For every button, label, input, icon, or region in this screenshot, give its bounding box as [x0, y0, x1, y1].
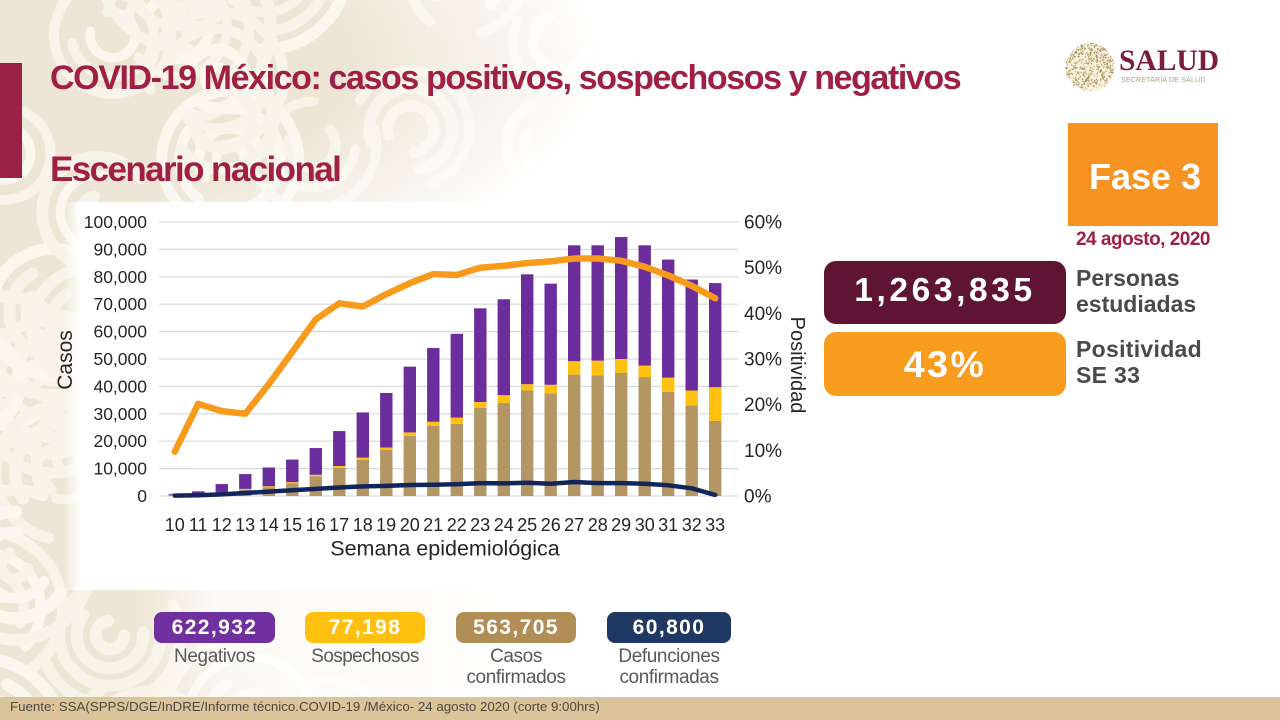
svg-text:19: 19	[376, 515, 396, 535]
svg-text:10: 10	[165, 515, 185, 535]
svg-text:28: 28	[588, 515, 608, 535]
svg-text:33: 33	[705, 515, 725, 535]
svg-text:25: 25	[517, 515, 537, 535]
svg-text:12: 12	[212, 515, 232, 535]
svg-text:0: 0	[137, 486, 147, 506]
svg-text:14: 14	[259, 515, 279, 535]
svg-text:17: 17	[329, 515, 349, 535]
svg-text:22: 22	[447, 515, 467, 535]
svg-text:21: 21	[423, 515, 443, 535]
svg-text:30%: 30%	[744, 350, 782, 371]
svg-text:20%: 20%	[744, 395, 782, 416]
svg-text:18: 18	[353, 515, 373, 535]
svg-text:60,000: 60,000	[93, 322, 147, 342]
svg-text:13: 13	[235, 515, 255, 535]
svg-text:20: 20	[400, 515, 420, 535]
svg-text:50%: 50%	[744, 258, 782, 279]
svg-text:10,000: 10,000	[93, 459, 147, 479]
svg-text:16: 16	[306, 515, 326, 535]
svg-text:40,000: 40,000	[93, 376, 147, 396]
svg-text:Casos: Casos	[54, 330, 77, 390]
svg-text:50,000: 50,000	[93, 349, 147, 369]
svg-text:27: 27	[564, 515, 584, 535]
svg-text:24: 24	[494, 515, 514, 535]
svg-text:80,000: 80,000	[93, 267, 147, 287]
svg-text:32: 32	[682, 515, 702, 535]
svg-text:30: 30	[635, 515, 655, 535]
svg-text:15: 15	[282, 515, 302, 535]
svg-text:0%: 0%	[744, 487, 772, 508]
svg-text:31: 31	[658, 515, 678, 535]
svg-text:23: 23	[470, 515, 490, 535]
svg-text:Semana epidemiológica: Semana epidemiológica	[330, 537, 560, 561]
svg-text:10%: 10%	[744, 441, 782, 462]
svg-text:26: 26	[541, 515, 561, 535]
svg-text:60%: 60%	[744, 213, 782, 234]
svg-text:100,000: 100,000	[84, 212, 148, 232]
svg-text:30,000: 30,000	[93, 404, 147, 424]
svg-text:40%: 40%	[744, 304, 782, 325]
svg-text:70,000: 70,000	[93, 294, 147, 314]
svg-text:11: 11	[189, 515, 208, 535]
svg-text:Positividad: Positividad	[786, 317, 808, 414]
svg-text:20,000: 20,000	[93, 431, 147, 451]
svg-text:29: 29	[611, 515, 631, 535]
svg-text:90,000: 90,000	[93, 239, 147, 259]
